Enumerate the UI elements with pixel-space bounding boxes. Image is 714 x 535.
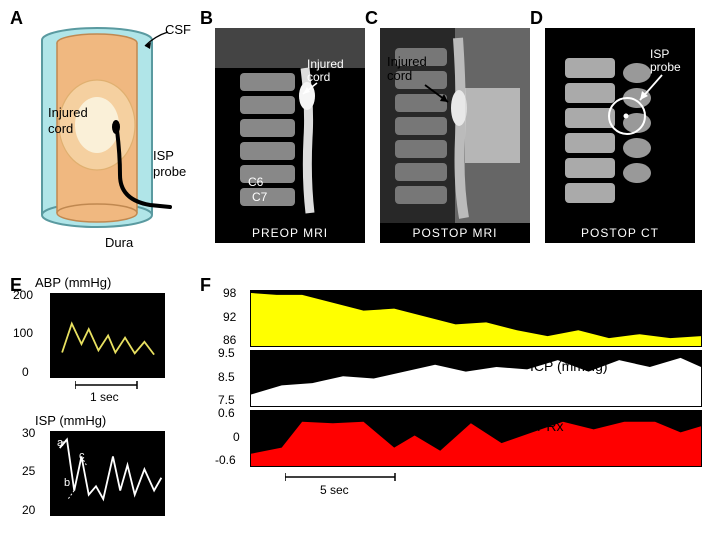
- csf-label: CSF: [165, 22, 191, 37]
- isp-b: b: [64, 477, 70, 489]
- strip-abp: ABP (mmHg): [250, 290, 702, 347]
- isp-a: a: [57, 437, 63, 449]
- f1-t0: 7.5: [218, 393, 235, 407]
- f0-t1: 92: [223, 310, 236, 324]
- f2-t0: -0.6: [215, 453, 236, 467]
- f0-t2: 98: [223, 286, 236, 300]
- abp-chart: [50, 293, 165, 378]
- f1-t2: 9.5: [218, 346, 235, 360]
- f-scalebar-label: 5 sec: [320, 483, 349, 497]
- caption-b: PREOP MRI: [215, 223, 365, 243]
- caption-c: POSTOP MRI: [380, 223, 530, 243]
- arrow-b: [295, 80, 325, 100]
- f1-t1: 8.5: [218, 370, 235, 384]
- svg-text:sPRx: sPRx: [530, 418, 563, 434]
- panel-label-c: C: [365, 8, 378, 29]
- abp-tick-1: 100: [13, 326, 33, 340]
- isp-chart: [50, 431, 165, 516]
- f-scalebar: [285, 473, 415, 491]
- injured-cord-label-a: Injured cord: [48, 105, 88, 136]
- caption-d: POSTOP CT: [545, 223, 695, 243]
- f2-t1: 0: [233, 430, 240, 444]
- c7-label: C7: [252, 190, 267, 204]
- isp-probe-label-d: ISP probe: [650, 48, 681, 74]
- dura-label: Dura: [105, 235, 133, 250]
- isp-tick-0: 20: [22, 503, 35, 517]
- panel-label-d: D: [530, 8, 543, 29]
- arrow-c: [420, 82, 460, 112]
- isp-title: ISP (mmHg): [35, 413, 106, 428]
- strip-icp: ICP (mmHg): [250, 350, 702, 407]
- injured-cord-label-c: Injured cord: [387, 55, 427, 84]
- isp-probe-label-a: ISP probe: [153, 148, 186, 179]
- isp-c: c: [79, 450, 85, 462]
- svg-text:ICP (mmHg): ICP (mmHg): [530, 358, 608, 374]
- strip-sprx: sPRx: [250, 410, 702, 467]
- svg-text:ABP (mmHg): ABP (mmHg): [530, 298, 612, 314]
- abp-tick-0: 0: [22, 365, 29, 379]
- f2-t2: 0.6: [218, 406, 235, 420]
- isp-tick-1: 25: [22, 464, 35, 478]
- abp-tick-2: 200: [13, 288, 33, 302]
- c6-label: C6: [248, 175, 263, 189]
- abp-scalebar-label: 1 sec: [90, 390, 119, 404]
- f0-t0: 86: [223, 333, 236, 347]
- diagram-a-arrows: [10, 18, 210, 258]
- arrow-d: [630, 72, 670, 112]
- abp-title: ABP (mmHg): [35, 275, 111, 290]
- isp-tick-2: 30: [22, 426, 35, 440]
- panel-label-f: F: [200, 275, 211, 296]
